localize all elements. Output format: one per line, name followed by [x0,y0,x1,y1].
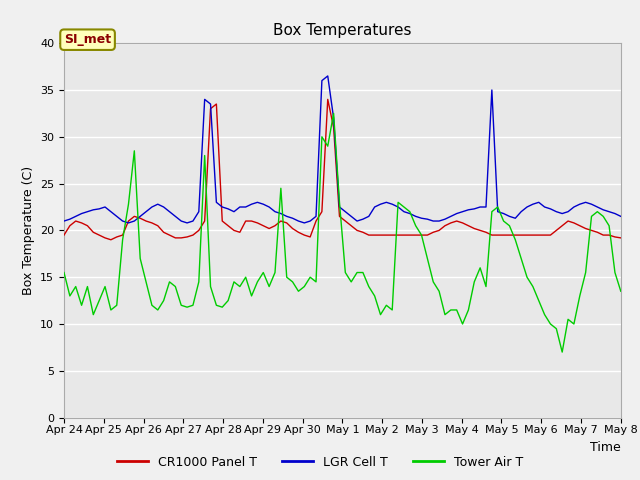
Text: SI_met: SI_met [64,33,111,46]
X-axis label: Time: Time [590,441,621,454]
Title: Box Temperatures: Box Temperatures [273,23,412,38]
Legend: CR1000 Panel T, LGR Cell T, Tower Air T: CR1000 Panel T, LGR Cell T, Tower Air T [111,451,529,474]
Y-axis label: Box Temperature (C): Box Temperature (C) [22,166,35,295]
